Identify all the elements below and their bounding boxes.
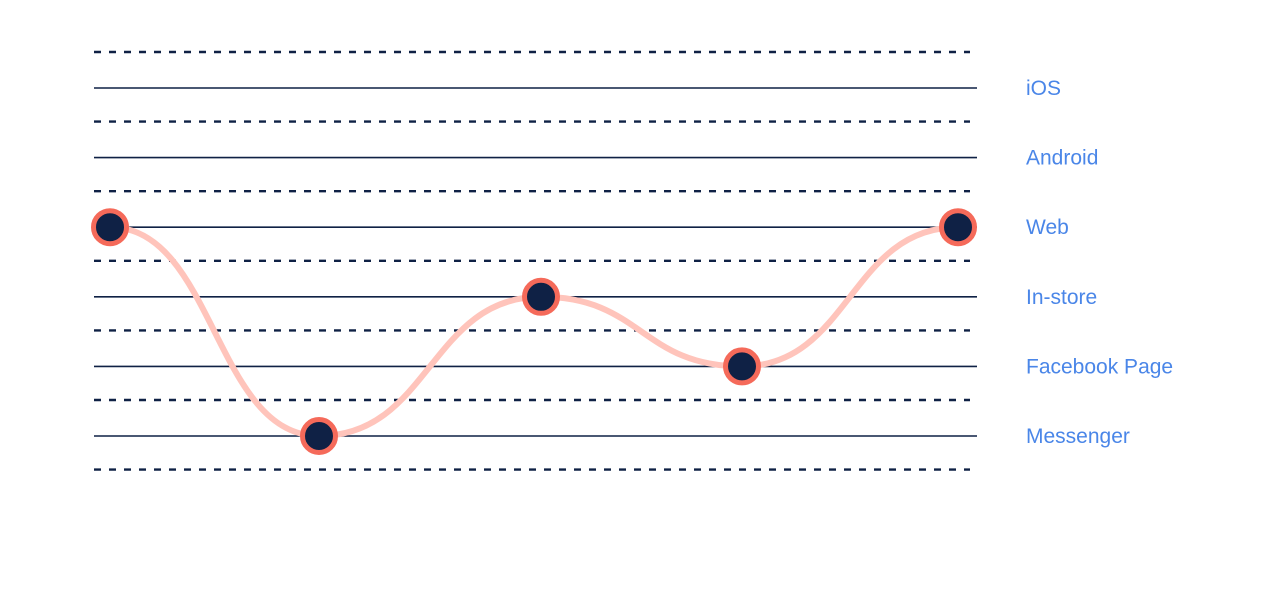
channel-label: iOS <box>1026 77 1061 100</box>
journey-point <box>300 417 338 455</box>
channel-label: Web <box>1026 216 1069 239</box>
channel-label: In-store <box>1026 286 1097 309</box>
channel-lines <box>94 87 977 437</box>
dashed-divider-lines <box>94 50 970 471</box>
journey-point <box>522 277 560 316</box>
journey-point <box>723 347 761 386</box>
channel-label: Android <box>1026 147 1098 170</box>
channel-label: Facebook Page <box>1026 355 1173 378</box>
journey-point <box>939 208 977 247</box>
channel-label: Messenger <box>1026 425 1130 448</box>
journey-point <box>91 208 129 247</box>
journey-points <box>91 208 977 455</box>
channel-labels: iOS Android Web In-store Facebook Page Messen… <box>1026 77 1173 448</box>
journey-path <box>107 224 961 440</box>
